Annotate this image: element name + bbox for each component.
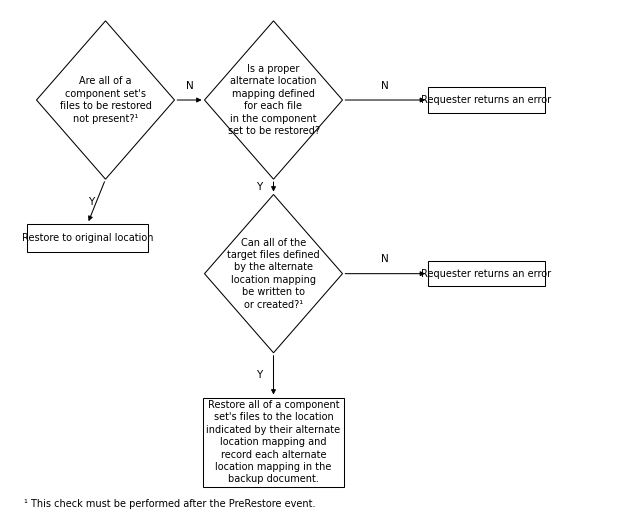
Bar [428, 87, 545, 113]
Polygon shape [204, 195, 342, 353]
Polygon shape [36, 21, 174, 179]
Text: N: N [381, 254, 389, 264]
Text: Are all of a
component set's
files to be restored
not present?¹: Are all of a component set's files to be… [59, 77, 151, 123]
Text: Y: Y [256, 182, 262, 192]
Polygon shape [204, 21, 342, 179]
Text: Is a proper
alternate location
mapping defined
for each file
in the component
se: Is a proper alternate location mapping d… [228, 64, 319, 136]
Bar [203, 397, 344, 487]
Text: Requester returns an error: Requester returns an error [421, 95, 552, 105]
Text: N: N [186, 81, 193, 91]
Bar [28, 224, 148, 252]
Text: N: N [381, 81, 389, 91]
Text: Can all of the
target files defined
by the alternate
location mapping
be written: Can all of the target files defined by t… [228, 238, 320, 310]
Bar [428, 261, 545, 286]
Text: ¹ This check must be performed after the PreRestore event.: ¹ This check must be performed after the… [24, 498, 316, 509]
Text: Y: Y [89, 196, 95, 206]
Text: Y: Y [256, 370, 262, 380]
Text: Requester returns an error: Requester returns an error [421, 269, 552, 279]
Text: Restore to original location: Restore to original location [22, 233, 153, 243]
Text: Restore all of a component
set's files to the location
indicated by their altern: Restore all of a component set's files t… [206, 400, 341, 485]
